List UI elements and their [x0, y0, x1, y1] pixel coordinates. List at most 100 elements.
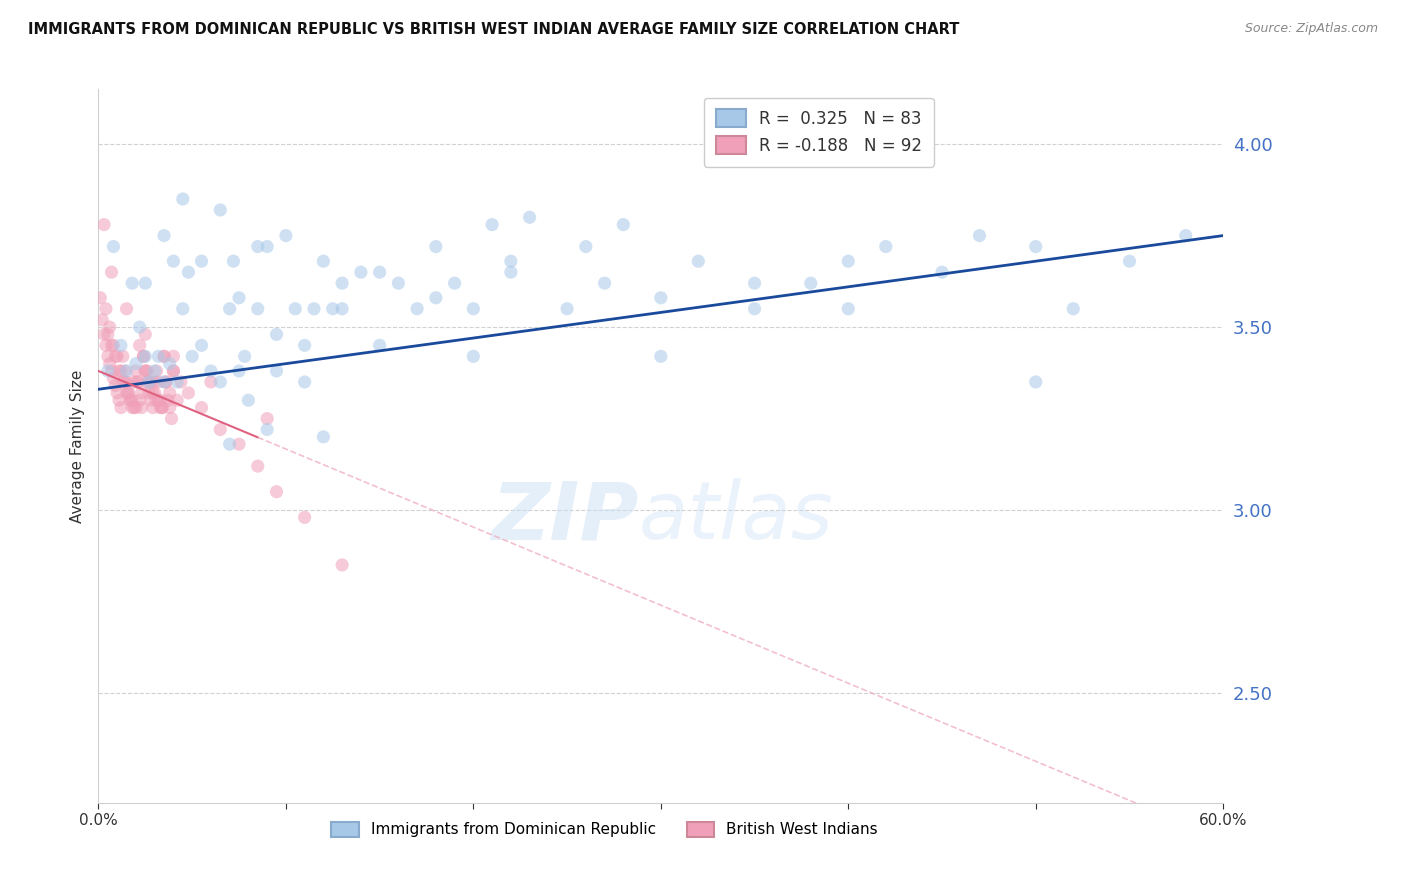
- Point: [155, 375, 177, 389]
- Point: [160, 411, 183, 425]
- Point: [837, 301, 859, 316]
- Point: [209, 375, 232, 389]
- Point: [555, 301, 578, 316]
- Point: [153, 228, 176, 243]
- Point: [159, 386, 181, 401]
- Point: [120, 393, 142, 408]
- Point: [128, 320, 150, 334]
- Point: [519, 211, 541, 225]
- Point: [575, 239, 598, 253]
- Point: [143, 375, 166, 389]
- Point: [837, 254, 859, 268]
- Point: [156, 393, 179, 408]
- Point: [100, 265, 122, 279]
- Point: [115, 375, 138, 389]
- Point: [148, 393, 170, 408]
- Point: [800, 276, 823, 290]
- Point: [104, 378, 127, 392]
- Text: atlas: atlas: [638, 478, 834, 557]
- Point: [499, 265, 522, 279]
- Point: [177, 386, 200, 401]
- Point: [166, 393, 188, 408]
- Point: [93, 218, 115, 232]
- Point: [177, 265, 200, 279]
- Point: [1062, 301, 1084, 316]
- Point: [115, 364, 138, 378]
- Point: [228, 437, 250, 451]
- Point: [190, 401, 212, 415]
- Point: [149, 393, 172, 408]
- Point: [139, 393, 162, 408]
- Point: [142, 401, 165, 415]
- Point: [131, 401, 153, 415]
- Point: [97, 364, 120, 378]
- Point: [148, 375, 170, 389]
- Point: [121, 276, 143, 290]
- Point: [103, 371, 125, 385]
- Point: [350, 265, 373, 279]
- Point: [122, 401, 145, 415]
- Point: [256, 423, 278, 437]
- Point: [218, 301, 240, 316]
- Point: [105, 349, 128, 363]
- Point: [134, 276, 156, 290]
- Point: [103, 239, 125, 253]
- Point: [463, 301, 485, 316]
- Point: [110, 401, 132, 415]
- Point: [159, 357, 181, 371]
- Point: [209, 423, 232, 437]
- Point: [172, 192, 194, 206]
- Point: [172, 301, 194, 316]
- Point: [744, 276, 766, 290]
- Point: [246, 301, 269, 316]
- Point: [330, 301, 353, 316]
- Point: [93, 327, 115, 342]
- Point: [117, 386, 139, 401]
- Text: Source: ZipAtlas.com: Source: ZipAtlas.com: [1244, 22, 1378, 36]
- Point: [100, 364, 122, 378]
- Point: [222, 254, 245, 268]
- Point: [143, 364, 166, 378]
- Point: [256, 239, 278, 253]
- Point: [136, 364, 159, 378]
- Point: [246, 459, 269, 474]
- Point: [132, 349, 155, 363]
- Point: [162, 349, 184, 363]
- Point: [132, 349, 155, 363]
- Point: [294, 375, 316, 389]
- Point: [218, 437, 240, 451]
- Point: [114, 375, 136, 389]
- Point: [312, 430, 335, 444]
- Point: [89, 291, 111, 305]
- Point: [115, 301, 138, 316]
- Point: [688, 254, 710, 268]
- Point: [190, 338, 212, 352]
- Point: [94, 301, 117, 316]
- Legend: Immigrants from Dominican Republic, British West Indians: Immigrants from Dominican Republic, Brit…: [323, 814, 886, 845]
- Point: [228, 364, 250, 378]
- Point: [228, 291, 250, 305]
- Point: [128, 393, 150, 408]
- Point: [125, 357, 148, 371]
- Point: [266, 484, 288, 499]
- Point: [98, 357, 121, 371]
- Point: [284, 301, 307, 316]
- Point: [114, 364, 136, 378]
- Point: [153, 349, 176, 363]
- Point: [387, 276, 409, 290]
- Point: [97, 327, 120, 342]
- Point: [274, 228, 297, 243]
- Point: [148, 349, 170, 363]
- Point: [181, 349, 204, 363]
- Point: [138, 375, 160, 389]
- Point: [302, 301, 325, 316]
- Point: [120, 393, 142, 408]
- Point: [650, 349, 672, 363]
- Point: [121, 393, 143, 408]
- Point: [104, 349, 127, 363]
- Point: [111, 349, 134, 363]
- Point: [612, 218, 634, 232]
- Point: [98, 320, 121, 334]
- Point: [425, 239, 447, 253]
- Point: [266, 327, 288, 342]
